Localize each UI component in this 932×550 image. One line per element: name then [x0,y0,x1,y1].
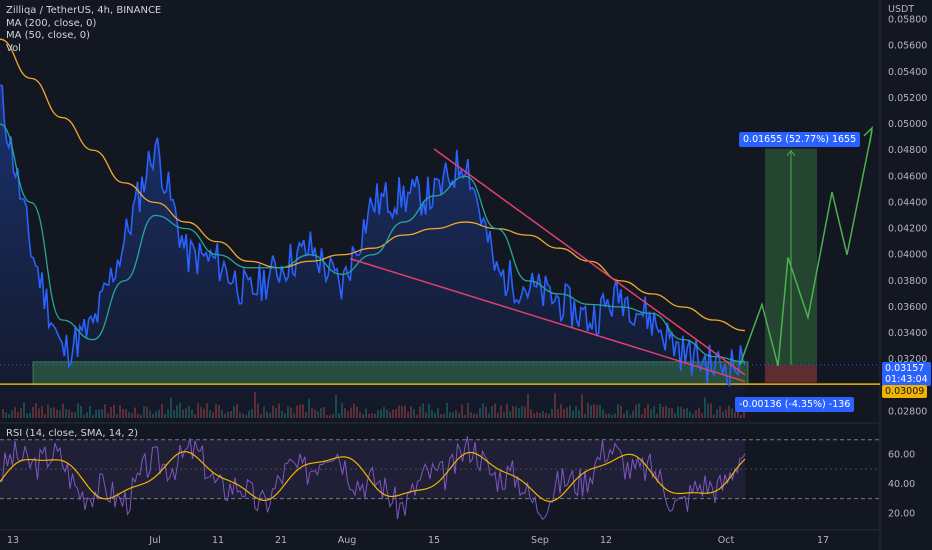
projection-arrowhead [863,125,874,143]
rsi-ma-line [0,450,746,502]
rsi-legend: RSI (14, close, SMA, 14, 2) [6,428,139,439]
rsi-tick-label: 60.00 [888,449,915,460]
last-price: 0.03157 [885,363,925,374]
price-tick-label: 0.05800 [888,15,927,26]
support-price-tag: 0.03009 [882,385,928,398]
time-tick-label: Sep [531,535,549,546]
price-tick-label: 0.04800 [888,145,927,156]
price-line [0,84,746,387]
price-tick-label: 0.04200 [888,224,927,235]
ma50-legend: MA (50, close, 0) [6,30,91,41]
time-tick-label: Oct [718,535,735,546]
ma50-line [0,123,746,363]
time-tick-label: 21 [275,535,287,546]
price-tick-label: 0.04000 [888,250,927,261]
time-tick-label: Aug [338,535,357,546]
time-tick-label: 11 [212,535,224,546]
countdown: 01:43:04 [885,374,928,385]
rsi-tick-label: 40.00 [888,479,915,490]
target-label: 0.01655 (52.77%) 1655 [739,132,861,147]
upper-trendline [433,148,746,376]
price-tick-label: 0.03200 [888,354,927,365]
time-tick-label: 15 [428,535,440,546]
price-tick-label: 0.05200 [888,93,927,104]
price-tick-label: 0.05400 [888,67,927,78]
price-tick-label: 0.03600 [888,302,927,313]
projection-path [739,130,873,366]
stop-label: -0.00136 (-4.35%) -136 [735,397,855,412]
long-stop-zone [765,364,817,383]
price-tick-label: 0.03400 [888,328,927,339]
rsi-line [0,436,746,520]
price-tick-label: 0.03800 [888,276,927,287]
currency-label: USDT [888,4,914,15]
time-tick-label: Jul [148,535,160,546]
price-tick-label: 0.02800 [888,406,927,417]
price-tick-label: 0.04600 [888,171,927,182]
time-tick-label: 12 [600,535,612,546]
price-tick-label: 0.04400 [888,197,927,208]
ma200-legend: MA (200, close, 0) [6,17,97,29]
chart-legend: Zilliqa / TetherUS, 4h, BINANCE MA (200,… [6,5,161,55]
ma200-line [0,38,746,332]
price-tick-label: 0.05600 [888,41,927,52]
last-price-tag: 0.03157 01:43:04 [882,362,931,386]
long-arrow-head [786,149,796,156]
price-tick-label: 0.05000 [888,119,927,130]
time-tick-label: 13 [7,535,19,546]
time-tick-label: 17 [817,535,829,546]
vol-legend: Vol [6,42,21,54]
price-area [0,85,745,418]
rsi-tick-label: 20.00 [888,508,915,519]
symbol-title: Zilliqa / TetherUS, 4h, BINANCE [6,5,162,16]
lower-trendline [349,257,746,383]
